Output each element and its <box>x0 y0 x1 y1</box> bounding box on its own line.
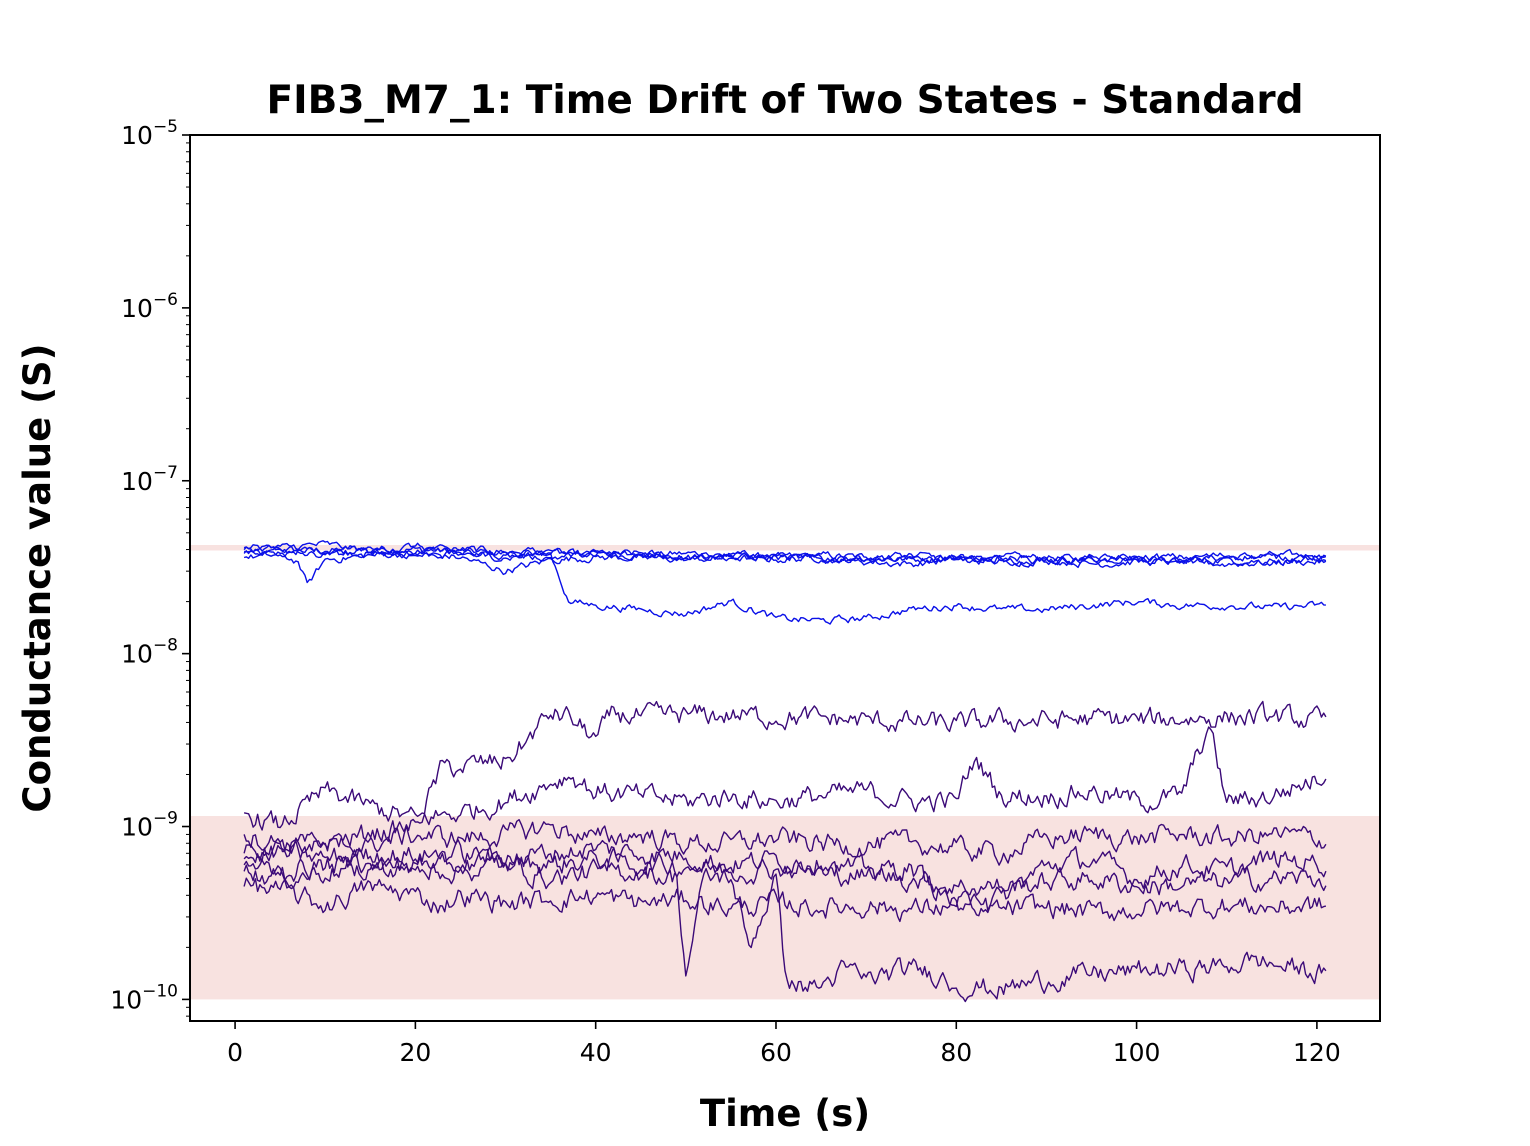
series-line-low-9 <box>243 839 1327 917</box>
y-tick-label: 10−9 <box>121 809 178 842</box>
series-line-high-3 <box>243 550 1327 584</box>
y-axis-title: Conductance value (S) <box>16 343 59 812</box>
x-tick-label: 40 <box>580 1038 612 1067</box>
series-line-low-10 <box>243 847 1327 896</box>
series-line-low-7 <box>243 726 1327 831</box>
band-high-state <box>190 545 1380 551</box>
x-tick-label: 80 <box>940 1038 972 1067</box>
y-tick-label: 10−10 <box>110 981 178 1014</box>
y-tick-label: 10−6 <box>121 290 178 323</box>
chart-title: FIB3_M7_1: Time Drift of Two States - St… <box>266 78 1303 123</box>
y-axis: 10−10 10−9 10−8 10−7 10−6 10−5 <box>110 117 190 1017</box>
series-line-high-4 <box>243 540 1326 625</box>
x-tick-label: 20 <box>399 1038 431 1067</box>
series-line-low-8 <box>243 819 1327 866</box>
x-tick-label: 0 <box>227 1038 243 1067</box>
plot-frame <box>189 134 1381 1022</box>
y-tick-label: 10−8 <box>121 636 178 669</box>
series-line-low-12 <box>243 855 1327 1003</box>
x-tick-label: 60 <box>760 1038 792 1067</box>
y-tick-label: 10−5 <box>121 117 178 150</box>
x-axis: 0 20 40 60 80 100 120 <box>227 1021 1341 1067</box>
series-line-low-11 <box>243 877 1327 923</box>
y-tick-label: 10−7 <box>121 463 178 496</box>
x-tick-label: 120 <box>1293 1038 1341 1067</box>
series-line-high-5 <box>244 547 1327 565</box>
x-tick-label: 100 <box>1113 1038 1161 1067</box>
x-axis-title: Time (s) <box>700 1092 870 1135</box>
series-group <box>243 540 1327 1003</box>
